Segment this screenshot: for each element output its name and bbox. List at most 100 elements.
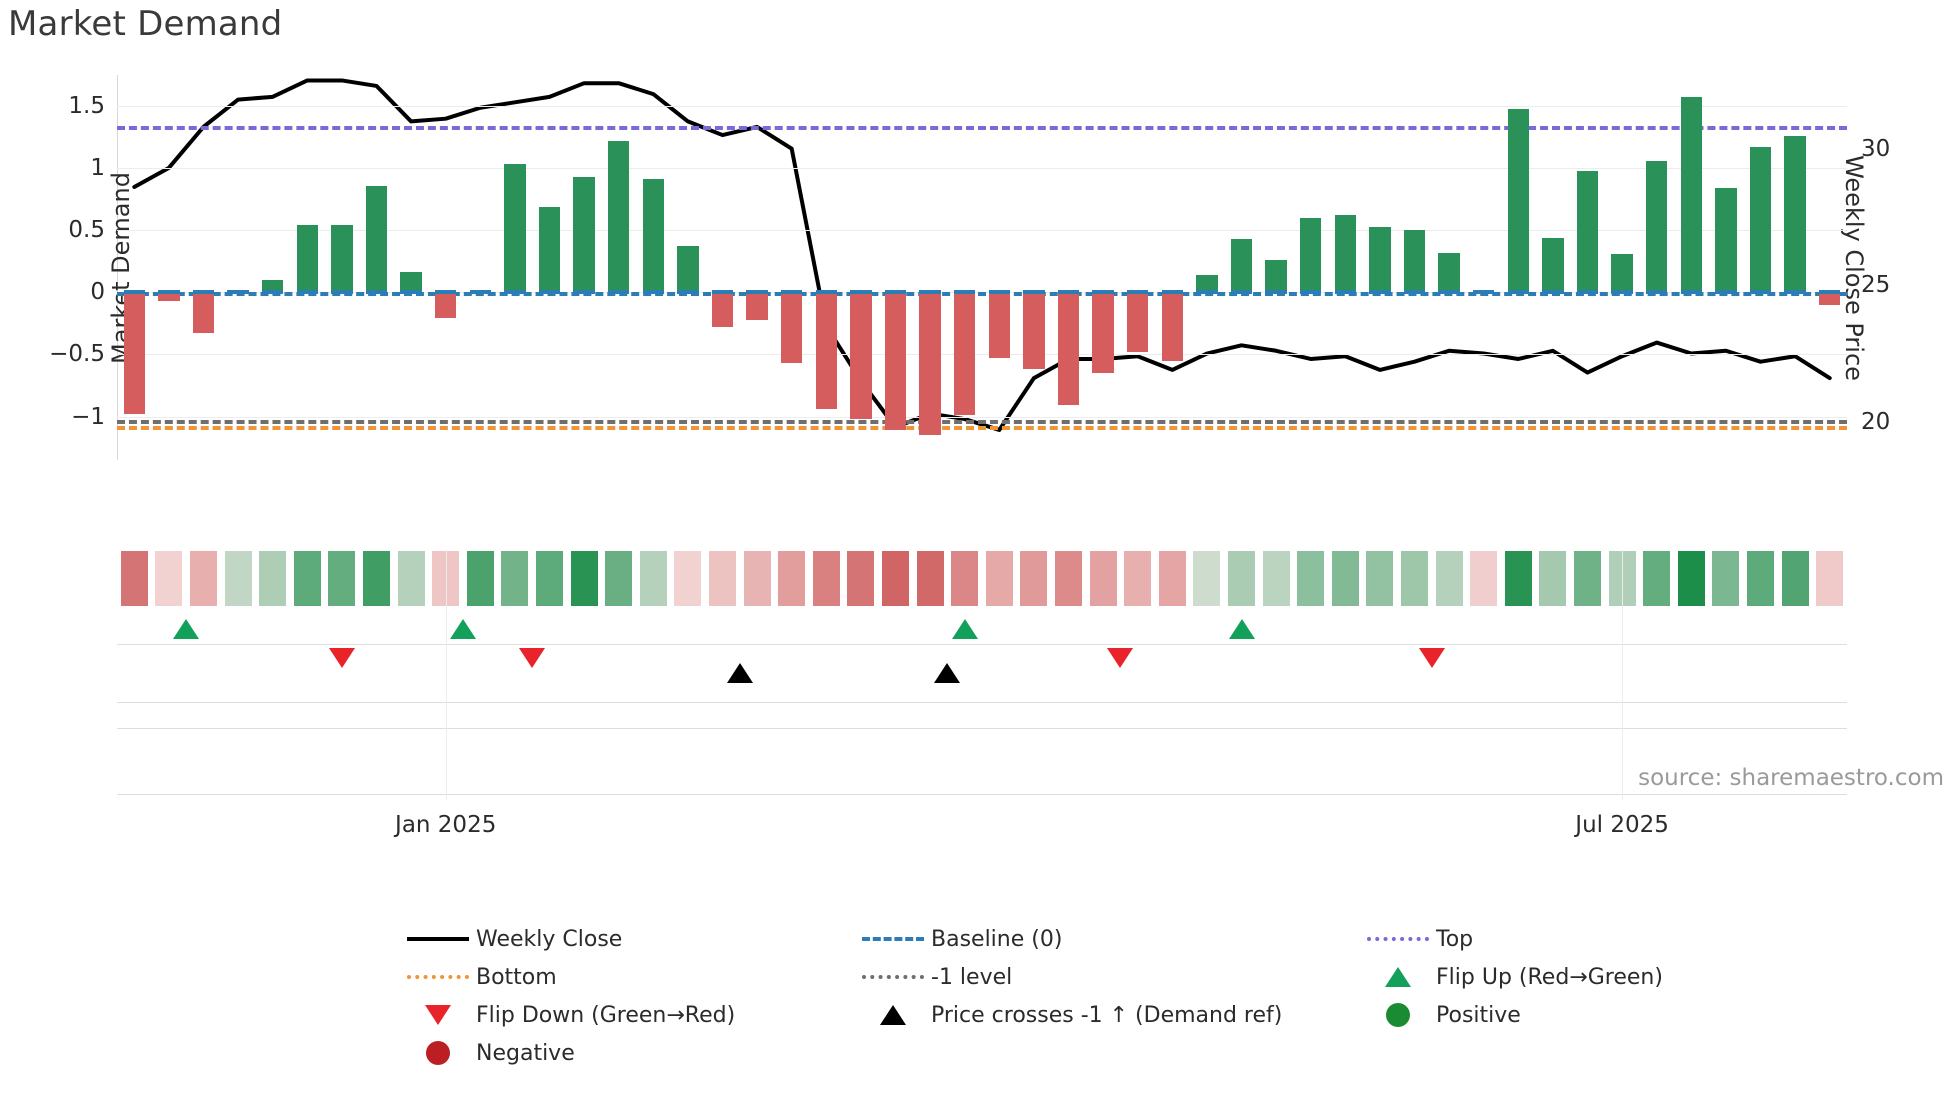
demand-bar [1265, 260, 1287, 293]
heat-strip-cell [570, 551, 598, 606]
demand-bar [1092, 292, 1114, 374]
heat-strip-cell [397, 551, 425, 606]
y-axis-right-tick-label: 30 [1861, 135, 1891, 162]
demand-bar [1369, 226, 1391, 293]
legend-item[interactable]: Price crosses -1 ↑ (Demand ref) [855, 1003, 1360, 1028]
legend-item[interactable]: Top [1360, 927, 1800, 952]
heat-strip-cell [1401, 551, 1428, 606]
y-gridline [117, 416, 1847, 418]
heat-strip-cell [674, 551, 702, 606]
heat-strip-cell [190, 551, 217, 606]
baseline-tick [1161, 290, 1183, 295]
legend-item[interactable]: Weekly Close [400, 927, 855, 952]
legend-symbol [426, 1041, 450, 1065]
demand-bar [158, 292, 180, 302]
demand-bar [538, 206, 561, 293]
demand-bar [261, 279, 284, 293]
demand-bar [815, 292, 837, 410]
heat-strip-cell [1677, 551, 1705, 606]
main-plot-area: Market Demand Weekly Close Price 1.5 1 0.5… [49, 75, 1890, 460]
baseline-tick [607, 290, 630, 295]
demand-bar [1715, 188, 1737, 293]
demand-bar [331, 225, 353, 293]
y-axis-left-tick-label: 1.5 [68, 93, 105, 120]
heat-strip-cell [363, 551, 390, 606]
heat-strip-cell [709, 551, 736, 606]
heat-strip-cell [1712, 551, 1740, 606]
heat-strip-cell [1089, 551, 1117, 606]
demand-bar [1403, 230, 1426, 293]
legend-item[interactable]: Flip Down (Green→Red) [400, 1003, 855, 1028]
triangle-up-green-icon [1360, 967, 1436, 987]
y-axis-left-tick-label: 0 [90, 279, 105, 306]
flip-down-marker [328, 648, 355, 668]
legend-item[interactable]: Bottom [400, 965, 855, 990]
baseline-tick [1472, 290, 1495, 295]
demand-bar [711, 292, 734, 328]
lower-band-gridline [117, 728, 1847, 729]
baseline-tick [1403, 290, 1426, 295]
baseline-tick [780, 290, 803, 295]
plot-svg-layer [132, 78, 1832, 432]
heat-strip-cell [812, 551, 840, 606]
baseline-tick [331, 290, 353, 295]
legend-symbol [425, 1005, 451, 1025]
heat-strip-cell [328, 551, 356, 606]
legend-label: Baseline (0) [931, 926, 1063, 952]
heat-strip-cell [1020, 551, 1048, 606]
flip-down-marker [519, 648, 546, 668]
legend-item[interactable]: Negative [400, 1041, 855, 1066]
demand-bar [1645, 160, 1668, 293]
flip-up-marker [173, 619, 200, 639]
legend-item[interactable]: Flip Up (Red→Green) [1360, 965, 1800, 990]
heat-strip-cell [120, 551, 148, 606]
y-axis-left-tick-label: 0.5 [68, 217, 105, 244]
heat-strip-cell [951, 551, 979, 606]
heat-strip-cell [1816, 551, 1844, 606]
flip-up-marker [1228, 619, 1255, 639]
legend-item[interactable]: -1 level [855, 965, 1360, 990]
baseline-tick [988, 290, 1010, 295]
price-cross-minus1-marker [726, 663, 753, 683]
baseline-tick [850, 290, 872, 295]
baseline-tick [400, 290, 422, 295]
legend-symbol [1367, 937, 1429, 941]
baseline-tick [1749, 290, 1772, 295]
legend-label: Weekly Close [476, 926, 623, 952]
demand-bar [642, 179, 664, 293]
heat-strip-cell [1539, 551, 1567, 606]
baseline-tick [365, 290, 388, 295]
demand-bar [1230, 238, 1253, 293]
baseline-tick [1057, 290, 1080, 295]
heat-strip-cell [155, 551, 183, 606]
y-gridline [117, 168, 1847, 170]
heat-strip-cell [1504, 551, 1532, 606]
legend-item[interactable]: Positive [1360, 1003, 1800, 1028]
baseline-tick [434, 290, 457, 295]
demand-bar [400, 272, 422, 293]
baseline-tick [192, 290, 215, 295]
baseline-tick [884, 290, 907, 295]
baseline-tick [1680, 290, 1702, 295]
legend-item[interactable]: Baseline (0) [855, 927, 1360, 952]
heat-strip-cell [1643, 551, 1671, 606]
demand-bar [1438, 252, 1460, 293]
y-axis-left-tick-label: −0.5 [49, 341, 105, 368]
flip-down-marker [1418, 648, 1445, 668]
flip-up-marker [450, 619, 476, 639]
baseline-tick [1715, 290, 1737, 295]
y-axis-left-tick-label: 1 [90, 155, 105, 182]
legend-symbol [1386, 1003, 1410, 1027]
dotted-line-orange-icon [400, 975, 476, 979]
baseline-tick [227, 290, 249, 295]
baseline-tick [1369, 290, 1391, 295]
heat-strip-cell [1158, 551, 1186, 606]
demand-bar [1126, 292, 1149, 352]
heat-strip-cell [778, 551, 806, 606]
lower-band-gridline [117, 794, 1847, 795]
demand-bar [746, 292, 768, 320]
heat-strip-cell [293, 551, 321, 606]
heat-strip-cell [224, 551, 252, 606]
heat-strip-cell [639, 551, 667, 606]
